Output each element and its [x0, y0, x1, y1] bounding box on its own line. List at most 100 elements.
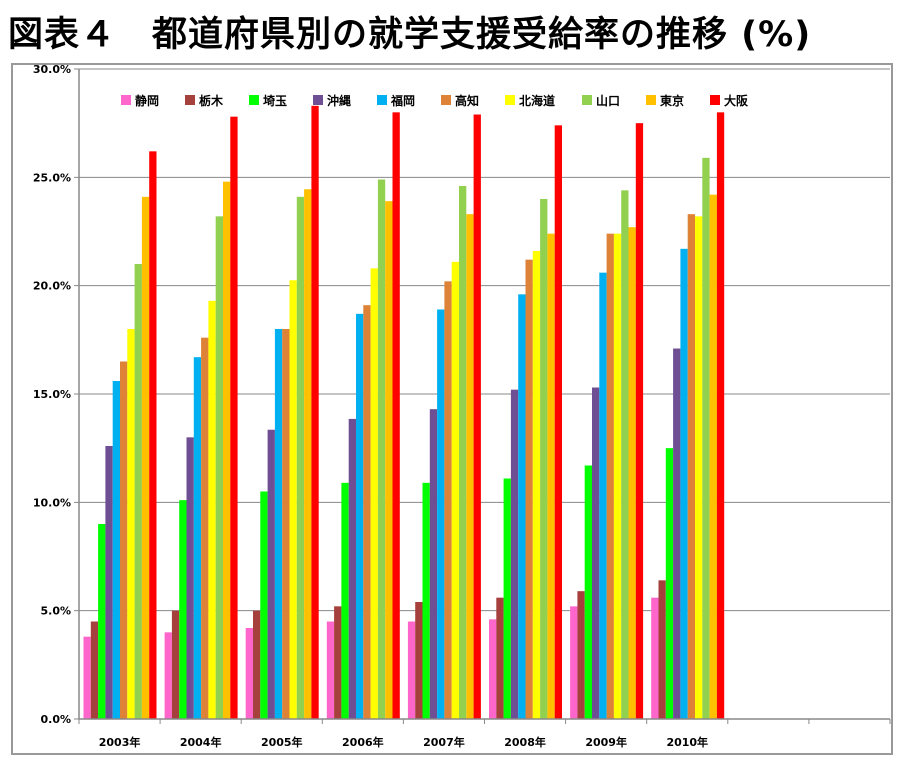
bar-栃木-2006年 [334, 606, 342, 719]
legend-label: 北海道 [519, 93, 555, 108]
bar-大阪-2005年 [311, 105, 319, 720]
bar-福岡-2010年 [680, 248, 688, 720]
legend-swatch [441, 95, 451, 105]
legend-swatch [313, 95, 323, 105]
bar-福岡-2007年 [437, 309, 445, 719]
bar-山口-2008年 [540, 199, 548, 719]
legend-label: 高知 [455, 93, 479, 108]
legend-label: 東京 [660, 93, 684, 108]
legend-swatch [505, 95, 515, 105]
bar-静岡-2004年 [164, 632, 172, 719]
bar-静岡-2006年 [326, 621, 335, 719]
legend-label: 福岡 [390, 93, 415, 108]
x-tick-label: 2010年 [666, 735, 708, 749]
bar-沖縄-2006年 [348, 418, 356, 719]
bar-高知-2004年 [201, 337, 209, 719]
legend-label: 栃木 [199, 93, 224, 108]
bar-埼玉-2008年 [503, 478, 511, 719]
bar-福岡-2009年 [599, 272, 607, 719]
bar-北海道-2003年 [127, 329, 135, 719]
bar-福岡-2006年 [356, 313, 364, 719]
bar-高知-2008年 [525, 259, 533, 719]
chart-title: 図表４ 都道府県別の就学支援受給率の推移 (%) [8, 15, 812, 55]
bar-高知-2005年 [282, 329, 290, 719]
legend-swatch [249, 95, 259, 105]
bar-北海道-2010年 [695, 216, 703, 720]
y-tick-label: 25.0% [33, 171, 71, 184]
bar-沖縄-2007年 [429, 409, 438, 719]
bar-静岡-2008年 [489, 619, 497, 719]
bar-東京-2004年 [223, 181, 231, 719]
legend-label: 埼玉 [263, 93, 287, 108]
bar-栃木-2009年 [577, 591, 585, 719]
bar-東京-2007年 [466, 214, 474, 719]
bar-栃木-2007年 [415, 602, 423, 719]
bar-静岡-2007年 [407, 621, 416, 719]
bar-福岡-2008年 [518, 294, 526, 719]
bar-静岡-2010年 [651, 597, 659, 719]
bar-埼玉-2006年 [341, 482, 349, 719]
x-tick-label: 2003年 [99, 735, 141, 749]
y-tick-label: 20.0% [33, 280, 71, 293]
bar-埼玉-2003年 [98, 524, 106, 719]
y-tick-label: 15.0% [33, 388, 71, 401]
bar-東京-2009年 [628, 227, 636, 719]
legend-swatch [121, 95, 131, 105]
legend-label: 静岡 [135, 93, 159, 108]
bar-大阪-2004年 [230, 116, 238, 719]
bar-埼玉-2009年 [584, 465, 592, 719]
bar-高知-2010年 [687, 214, 695, 719]
legend-swatch [582, 95, 592, 105]
bar-北海道-2004年 [208, 300, 216, 719]
y-tick-label: 5.0% [40, 605, 71, 618]
bar-東京-2008年 [547, 233, 555, 719]
bar-山口-2003年 [134, 264, 142, 719]
bar-沖縄-2010年 [673, 348, 681, 719]
x-tick-label: 2006年 [342, 735, 384, 749]
bar-静岡-2009年 [570, 606, 578, 719]
bar-沖縄-2008年 [510, 389, 519, 719]
bar-沖縄-2004年 [186, 437, 194, 719]
x-tick-label: 2005年 [261, 735, 303, 749]
bar-北海道-2009年 [613, 233, 622, 719]
bar-福岡-2005年 [274, 329, 283, 719]
x-tick-label: 2004年 [180, 735, 222, 749]
legend-label: 山口 [596, 93, 620, 108]
bar-東京-2010年 [709, 194, 717, 719]
bar-埼玉-2005年 [260, 491, 268, 719]
bar-山口-2006年 [377, 179, 386, 719]
bar-高知-2007年 [444, 281, 452, 719]
bar-東京-2006年 [385, 201, 393, 719]
x-tick-label: 2007年 [423, 735, 465, 749]
bar-栃木-2004年 [171, 610, 180, 719]
bar-山口-2007年 [459, 186, 467, 719]
bar-大阪-2009年 [635, 123, 644, 719]
bar-高知-2006年 [363, 305, 371, 719]
bar-北海道-2006年 [370, 268, 378, 719]
bar-静岡-2003年 [83, 636, 91, 719]
bar-大阪-2003年 [149, 151, 157, 720]
y-tick-label: 0.0% [40, 713, 71, 726]
bar-高知-2003年 [120, 361, 128, 719]
bar-大阪-2006年 [392, 112, 400, 720]
x-tick-label: 2008年 [504, 735, 546, 749]
bar-高知-2009年 [606, 233, 614, 719]
bar-埼玉-2007年 [422, 482, 430, 719]
bar-沖縄-2005年 [267, 429, 275, 719]
legend-swatch [377, 95, 387, 105]
bar-埼玉-2010年 [665, 448, 674, 719]
legend-swatch [710, 95, 720, 105]
bar-山口-2005年 [296, 196, 305, 720]
bar-栃木-2005年 [253, 610, 261, 719]
bar-沖縄-2009年 [592, 387, 600, 719]
y-tick-label: 30.0% [33, 63, 71, 76]
x-tick-label: 2009年 [585, 735, 627, 749]
bar-東京-2003年 [141, 196, 150, 720]
bar-北海道-2007年 [451, 261, 459, 719]
bar-栃木-2008年 [496, 597, 504, 719]
legend-swatch [185, 95, 195, 105]
bar-大阪-2010年 [716, 112, 725, 720]
bar-福岡-2003年 [112, 381, 120, 719]
legend-swatch [646, 95, 656, 105]
